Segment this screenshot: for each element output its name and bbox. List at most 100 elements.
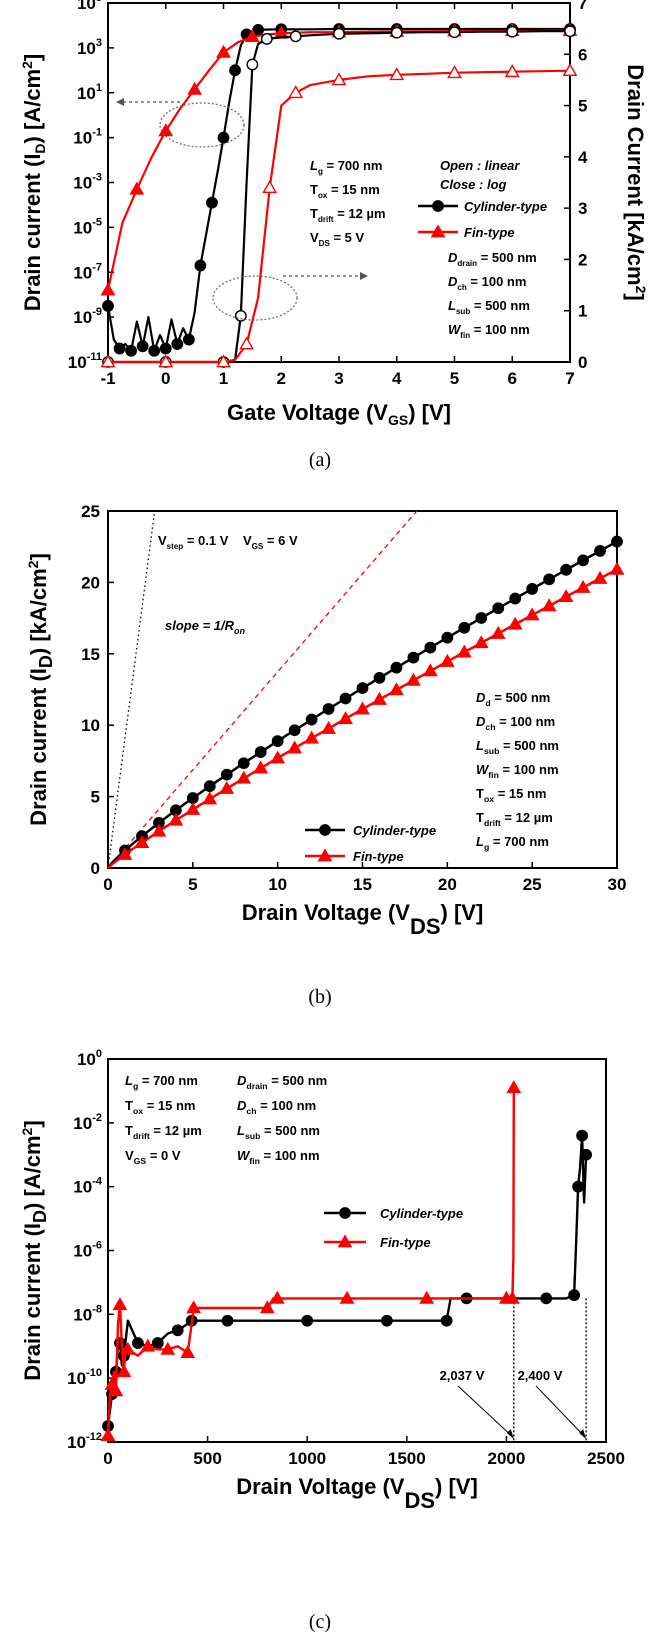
y2-tick-label: 2 (578, 250, 587, 269)
axis-title-superscript: 2 (19, 61, 35, 69)
mode-label: Open : linear (440, 158, 520, 173)
data-point (504, 1290, 520, 1304)
data-point (216, 44, 231, 58)
param-value: = 700 nm (323, 158, 383, 173)
param-symbol: D (476, 714, 486, 729)
y-tick-label: 10-1 (73, 127, 102, 148)
data-point (594, 545, 606, 557)
y-tick-label: 10-4 (73, 1176, 103, 1197)
tick-base: 10 (73, 218, 92, 237)
axis-title-superscript: 2 (633, 286, 649, 294)
param-subscript: drift (133, 1131, 150, 1141)
data-point (540, 1292, 553, 1305)
axis-title-text: Drain Voltage (V (236, 1474, 405, 1499)
axis-title-text: ) [V] (441, 900, 484, 925)
axis-title-text: ] (20, 54, 45, 61)
data-point (389, 682, 404, 696)
param-symbol: D (448, 274, 458, 289)
x-tick-label: 1500 (388, 1449, 426, 1468)
axis-title-text: ] (623, 293, 648, 300)
data-point (543, 573, 556, 586)
axis-title-subscript: D (36, 655, 56, 668)
axis-title-text: Drain current (I (20, 1223, 45, 1381)
param-subscript: DS (319, 239, 331, 248)
chart-panel-c: 0 500 1000 1500 2000 250010-1210-1010-810-610… (19, 1048, 625, 1633)
data-point (356, 682, 369, 695)
param-value: = 700 nm (489, 834, 549, 849)
param-value: = 100 nm (470, 322, 530, 337)
data-point (108, 1383, 124, 1397)
param-value: = 12 µm (150, 1123, 202, 1138)
data-point (390, 26, 403, 39)
y2-tick-label: 0 (578, 353, 587, 372)
data-point (390, 661, 403, 674)
data-point (380, 1314, 393, 1327)
param-subscript: g (318, 167, 323, 176)
tick-base: 10 (73, 1114, 92, 1133)
tick-base: 10 (73, 1178, 92, 1197)
y-axis-title: Drain current (ID) [A/cm2] (19, 54, 48, 312)
tick-base: 10 (73, 1305, 92, 1324)
axis-title-text: ) [A/cm (20, 69, 45, 144)
axis-title-subscript: D (30, 1210, 50, 1223)
data-point (260, 33, 273, 45)
y-tick-label: 10-6 (73, 1240, 102, 1261)
x-tick-label: 3 (334, 369, 343, 388)
y-tick-label: 0 (91, 859, 100, 878)
tick-base: 10 (67, 1369, 86, 1388)
param-symbol: T (476, 786, 484, 801)
data-point (490, 625, 506, 639)
data-point (405, 672, 421, 686)
data-point (270, 750, 286, 764)
data-point (100, 282, 116, 296)
legend-marker (317, 848, 333, 862)
param-symbol: T (476, 810, 484, 825)
data-point (288, 85, 304, 99)
y-tick-label: 5 (91, 788, 100, 807)
data-point (440, 1314, 453, 1327)
tick-exponent: -4 (92, 1176, 103, 1188)
y-tick-label: 101 (77, 82, 102, 103)
axis-title-superscript: 2 (19, 1127, 35, 1135)
param-subscript: drain (246, 1081, 267, 1091)
param-label: VDS = 5 V (310, 230, 365, 248)
param-symbol: D (237, 1098, 247, 1113)
tick-exponent: -5 (92, 216, 102, 228)
param-symbol: T (125, 1098, 133, 1113)
breakdown-pointer (457, 1385, 513, 1437)
data-point (151, 1337, 164, 1349)
param-value: = 500 nm (260, 1123, 320, 1138)
param-symbol: L (476, 738, 484, 753)
data-point (422, 663, 438, 677)
data-point (504, 64, 520, 78)
y2-tick-label: 1 (578, 302, 587, 321)
y-tick-label: 10-9 (73, 306, 102, 327)
tick-base: 10 (77, 84, 96, 103)
param-label: Dch = 100 nm (237, 1098, 316, 1116)
arrow-head (506, 1429, 514, 1439)
chart-panel-a: -1 0 1 2 3 4 5 6 710-1110-910-710-510-310-110110… (19, 0, 649, 471)
data-point (186, 1300, 202, 1314)
y-axis-title: Drain current (ID) [A/cm2] (19, 1120, 50, 1380)
breakdown-pointer (535, 1385, 585, 1437)
legend-marker (337, 1234, 353, 1248)
data-point (611, 535, 623, 548)
data-point (120, 1341, 136, 1355)
data-point (117, 846, 133, 860)
param-symbol: L (237, 1123, 245, 1138)
axis-title-text: ] (20, 1120, 45, 1127)
param-label: Wfin = 100 nm (476, 762, 559, 780)
data-point (322, 703, 335, 715)
param-value: = 500 nm (499, 738, 559, 753)
param-label: Ddrain = 500 nm (237, 1073, 327, 1091)
y-tick-label: 10-2 (73, 1112, 102, 1133)
data-point (473, 635, 489, 649)
tick-exponent: 5 (96, 0, 102, 4)
param-symbol: L (476, 834, 484, 849)
data-point (576, 1129, 588, 1142)
tick-base: 10 (67, 1433, 86, 1452)
param-label: VGS = 0 V (125, 1148, 181, 1166)
data-point (220, 768, 233, 781)
